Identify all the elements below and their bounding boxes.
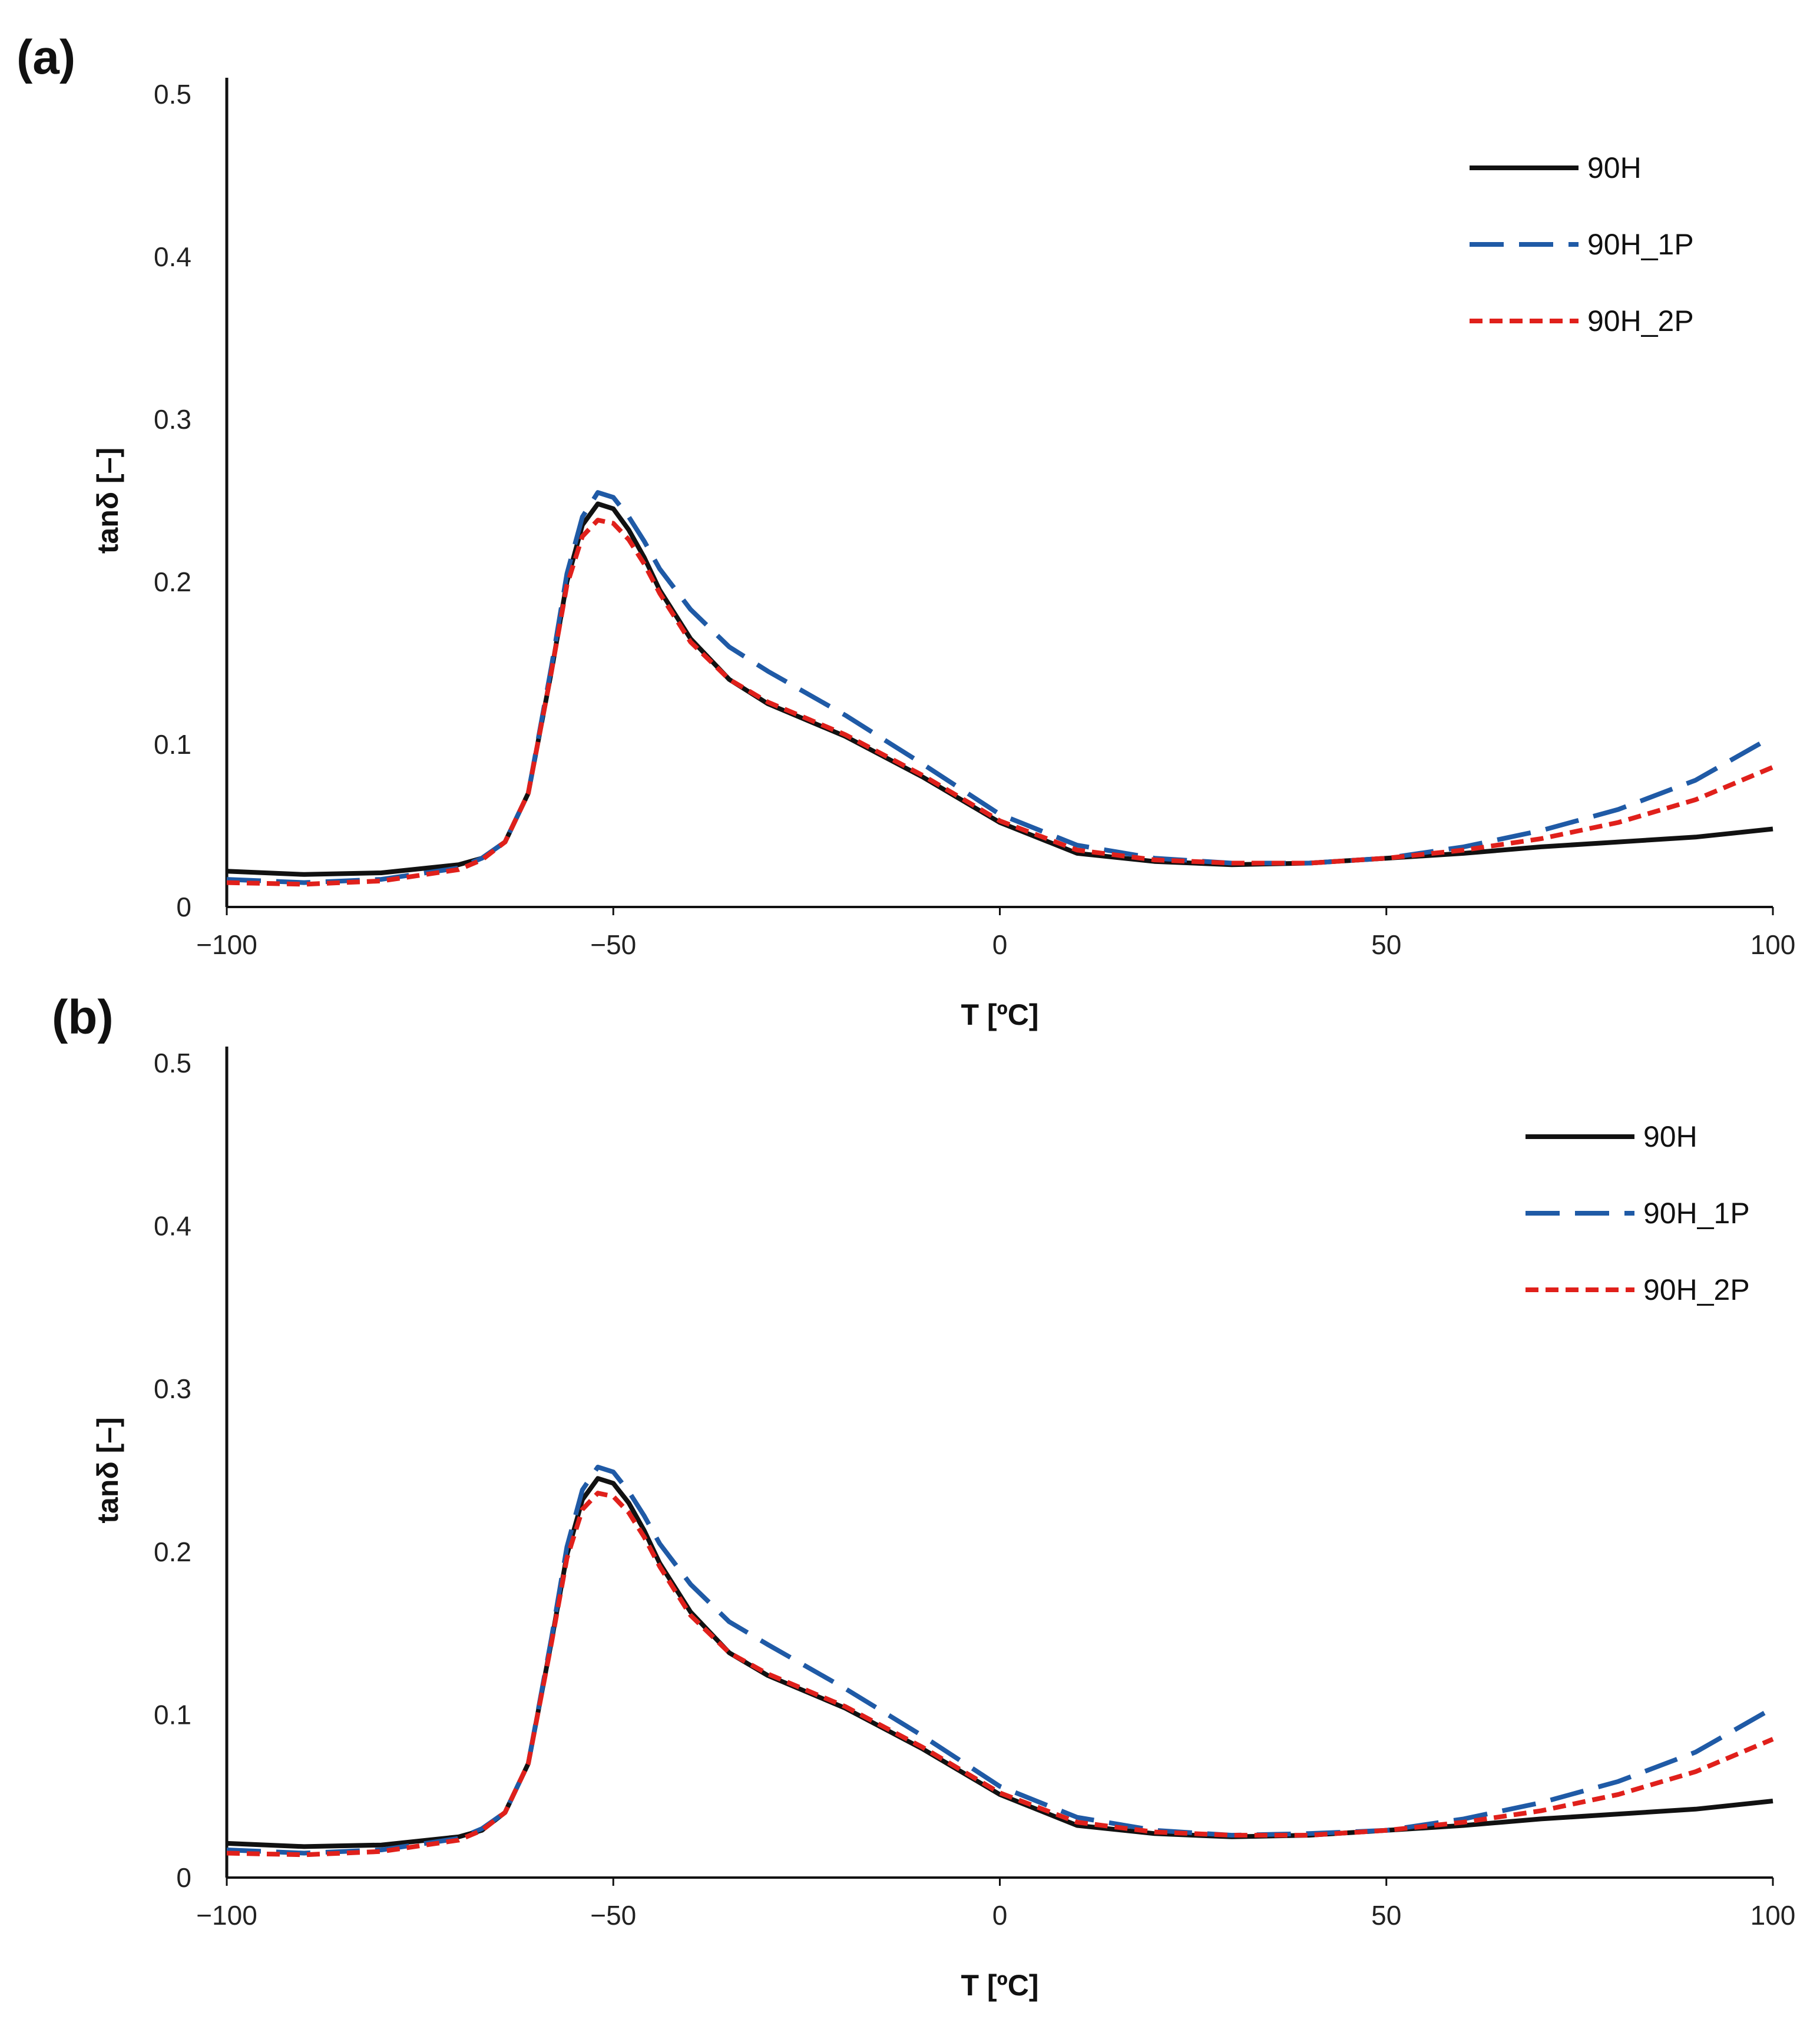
x-tick-label: 50: [1371, 929, 1401, 960]
panel-label: (a): [16, 31, 75, 84]
y-tick-label: 0.4: [154, 1211, 191, 1242]
y-tick-label: 0.2: [154, 1537, 191, 1567]
series-line-3: [226, 1491, 1774, 1858]
y-tick-label: 0.4: [154, 241, 191, 272]
x-tick-label: −100: [196, 1900, 257, 1931]
x-tick-label: −50: [590, 1900, 636, 1931]
y-tick-label: 0: [176, 1862, 191, 1893]
x-tick-label: −100: [196, 929, 257, 960]
y-tick-label: 0.3: [154, 1373, 191, 1404]
legend-label: 90H_2P: [1587, 304, 1694, 337]
series-line-2: [226, 490, 1774, 885]
x-tick-label: 50: [1371, 1900, 1401, 1931]
x-tick-label: 0: [992, 1900, 1008, 1931]
y-axis-title: tanδ [–]: [91, 448, 124, 554]
x-axis-title: T [ºC]: [961, 1969, 1038, 2002]
legend-label: 90H_1P: [1643, 1197, 1750, 1230]
y-tick-label: 0: [176, 892, 191, 922]
legend-label: 90H_2P: [1643, 1273, 1750, 1306]
series-line-3: [226, 518, 1774, 887]
y-tick-label: 0.2: [154, 567, 191, 597]
chart-panel-b: (b) −100 −50 0 50 100 0 0.1 0.2 0.3 0.4 0.5 T [ºC] ta…: [52, 991, 1795, 2002]
legend-label: 90H: [1643, 1120, 1697, 1153]
x-axis-title: T [ºC]: [961, 998, 1038, 1031]
series-line-1: [226, 1476, 1773, 1849]
chart-panel-a: (a) −100 −50 0 50 100 0 0.1 0.2 0.3 0.4 0.5 T [ºC] ta…: [16, 31, 1795, 1031]
y-tick-label: 0.1: [154, 729, 191, 760]
legend-label: 90H: [1587, 151, 1642, 184]
panel-label: (b): [52, 991, 114, 1044]
x-tick-label: 0: [992, 929, 1008, 960]
x-tick-label: 100: [1750, 1900, 1796, 1931]
y-tick-label: 0.3: [154, 404, 191, 435]
y-axis-title: tanδ [–]: [91, 1417, 124, 1523]
y-tick-label: 0.5: [154, 79, 191, 110]
x-tick-label: −50: [590, 929, 636, 960]
y-tick-label: 0.1: [154, 1699, 191, 1730]
legend-label: 90H_1P: [1587, 228, 1694, 261]
x-tick-label: 100: [1750, 929, 1796, 960]
y-tick-label: 0.5: [154, 1048, 191, 1078]
